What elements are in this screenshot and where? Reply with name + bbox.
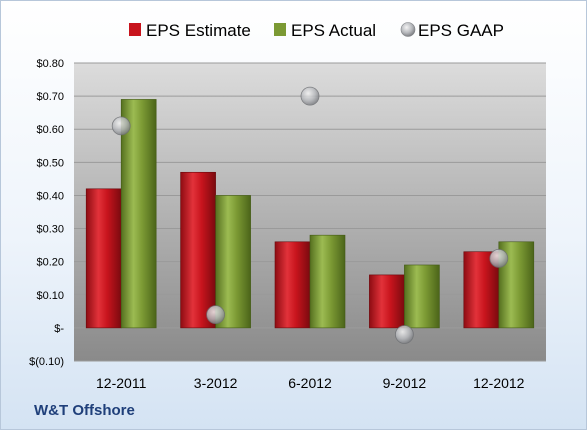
y-tick-label: $0.10 [36, 290, 64, 302]
gaap-point [489, 248, 509, 268]
x-tick-label: 12-2012 [473, 375, 525, 391]
y-tick-label: $- [54, 323, 64, 335]
y-tick-label: $0.50 [36, 157, 64, 169]
x-tick-label: 6-2012 [288, 375, 332, 391]
y-tick-label: $(0.10) [29, 356, 64, 368]
company-name: W&T Offshore [34, 402, 135, 419]
estimate-bar [180, 171, 216, 329]
y-tick-label: $0.80 [36, 58, 64, 70]
y-tick-label: $0.60 [36, 124, 64, 136]
gaap-point [111, 116, 131, 136]
x-tick-label: 3-2012 [194, 375, 238, 391]
actual-bar [120, 99, 157, 329]
y-tick-label: $0.20 [36, 257, 64, 269]
estimate-bar [369, 274, 405, 329]
legend-swatch [400, 22, 416, 37]
gaap-point [206, 305, 226, 325]
legend-swatch [129, 23, 141, 36]
estimate-bar [85, 188, 122, 329]
y-axis-ticks: $(0.10) $- $0.10 $0.20 $0.30 $0.40 $0.50 $0.60 $… [29, 58, 64, 368]
legend-label: EPS Actual [291, 21, 376, 40]
y-tick-label: $0.40 [36, 190, 64, 202]
actual-bar [309, 234, 346, 329]
legend-label: EPS GAAP [418, 21, 504, 40]
legend: EPS Estimate EPS Actual EPS GAAP [129, 21, 504, 40]
estimate-bar [274, 241, 311, 329]
gaap-point [394, 325, 414, 344]
x-axis-ticks: 12-2011 3-2012 6-2012 9-2012 12-2012 [96, 375, 525, 391]
y-tick-label: $0.30 [36, 224, 64, 236]
gaap-points [111, 86, 509, 344]
x-tick-label: 9-2012 [383, 375, 427, 391]
x-tick-label: 12-2011 [96, 375, 147, 391]
legend-label: EPS Estimate [146, 21, 251, 40]
bars [85, 99, 535, 329]
actual-bar [215, 195, 251, 329]
legend-swatch [274, 23, 286, 36]
gaap-point [300, 86, 320, 106]
y-tick-label: $0.70 [36, 91, 64, 103]
actual-bar [404, 264, 440, 329]
